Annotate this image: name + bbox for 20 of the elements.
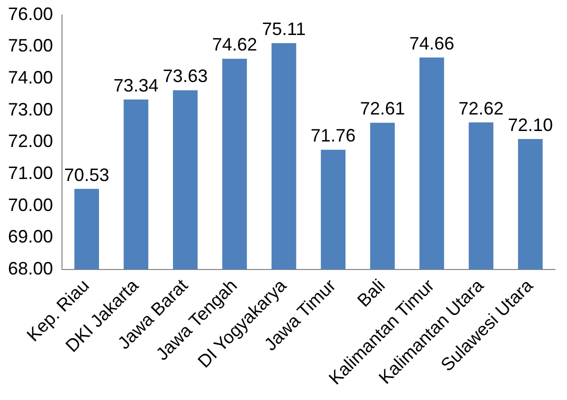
data-label: 72.61 <box>360 98 405 119</box>
y-tick-label: 74.00 <box>8 67 54 88</box>
data-label: 74.66 <box>409 33 454 54</box>
data-label: 72.10 <box>508 114 553 135</box>
y-tick-label: 71.00 <box>8 162 54 183</box>
y-tick-label: 75.00 <box>8 36 54 56</box>
data-label: 73.63 <box>162 66 208 86</box>
y-tick-label: 70.00 <box>8 194 54 215</box>
data-label: 70.53 <box>64 164 110 185</box>
data-label: 73.34 <box>113 75 159 96</box>
data-label: 74.62 <box>212 34 258 55</box>
data-label: 72.62 <box>458 98 504 118</box>
y-tick-label: 73.00 <box>8 99 54 120</box>
y-tick-label: 69.00 <box>8 226 54 247</box>
data-label: 75.11 <box>262 19 306 40</box>
y-tick-label: 72.00 <box>8 131 54 152</box>
y-tick-label: 76.00 <box>8 4 54 24</box>
y-tick-label: 68.00 <box>8 258 54 278</box>
x-tick-label: Bali <box>353 275 389 311</box>
data-label: 71.76 <box>310 126 356 146</box>
